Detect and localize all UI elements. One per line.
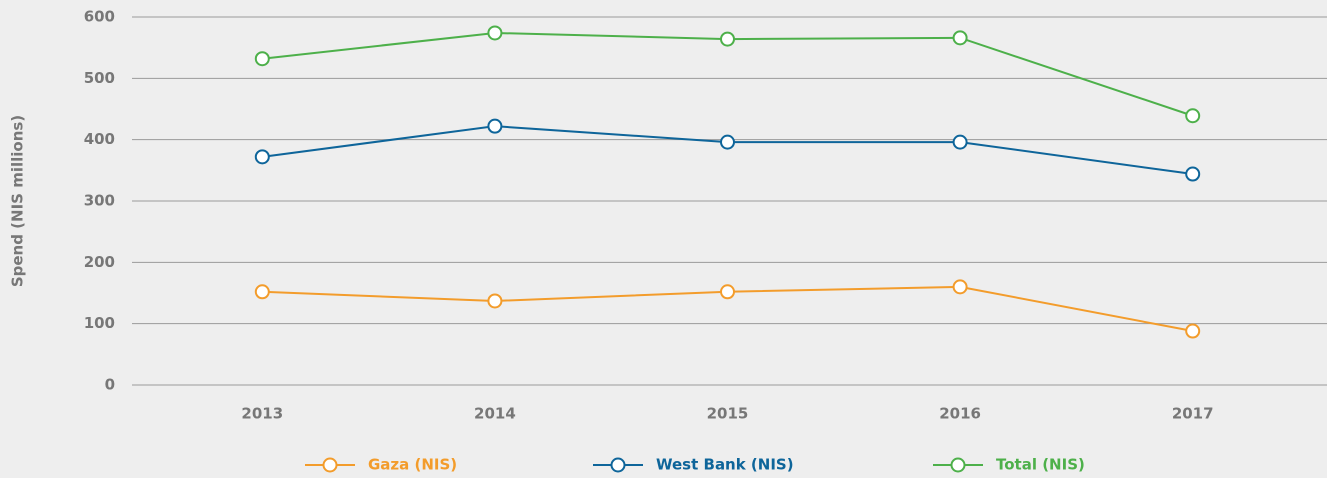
y-tick-label: 100 (84, 314, 115, 332)
data-point (952, 134, 968, 150)
data-point (720, 31, 735, 47)
x-tick-label: 2016 (939, 405, 981, 423)
data-point (254, 149, 270, 165)
data-point (1185, 323, 1201, 339)
data-point (487, 118, 503, 134)
data-point (487, 293, 503, 309)
y-tick-label: 600 (84, 8, 115, 26)
y-tick-label: 400 (84, 130, 115, 148)
legend-label: Total (NIS) (996, 456, 1085, 474)
data-point (487, 25, 503, 41)
data-point (254, 284, 270, 300)
legend-label: Gaza (NIS) (368, 456, 457, 474)
legend-label: West Bank (NIS) (656, 456, 794, 474)
y-tick-label: 0 (105, 376, 115, 394)
legend-marker (610, 457, 626, 473)
x-tick-label: 2015 (707, 405, 749, 423)
x-tick-label: 2013 (241, 405, 283, 423)
x-tick-label: 2017 (1172, 405, 1214, 423)
data-point (1185, 166, 1201, 182)
data-point (720, 284, 735, 300)
x-tick-label: 2014 (474, 405, 516, 423)
y-tick-label: 500 (84, 69, 115, 87)
data-point (952, 30, 968, 46)
y-tick-label: 200 (84, 253, 115, 271)
y-tick-label: 300 (84, 192, 115, 210)
legend-marker (950, 457, 966, 473)
data-point (720, 134, 735, 150)
data-point (1185, 108, 1201, 124)
data-point (952, 279, 968, 295)
y-axis-label: Spend (NIS millions) (9, 115, 27, 287)
legend-marker (322, 457, 338, 473)
data-point (254, 51, 270, 67)
series-line (262, 125, 1193, 176)
